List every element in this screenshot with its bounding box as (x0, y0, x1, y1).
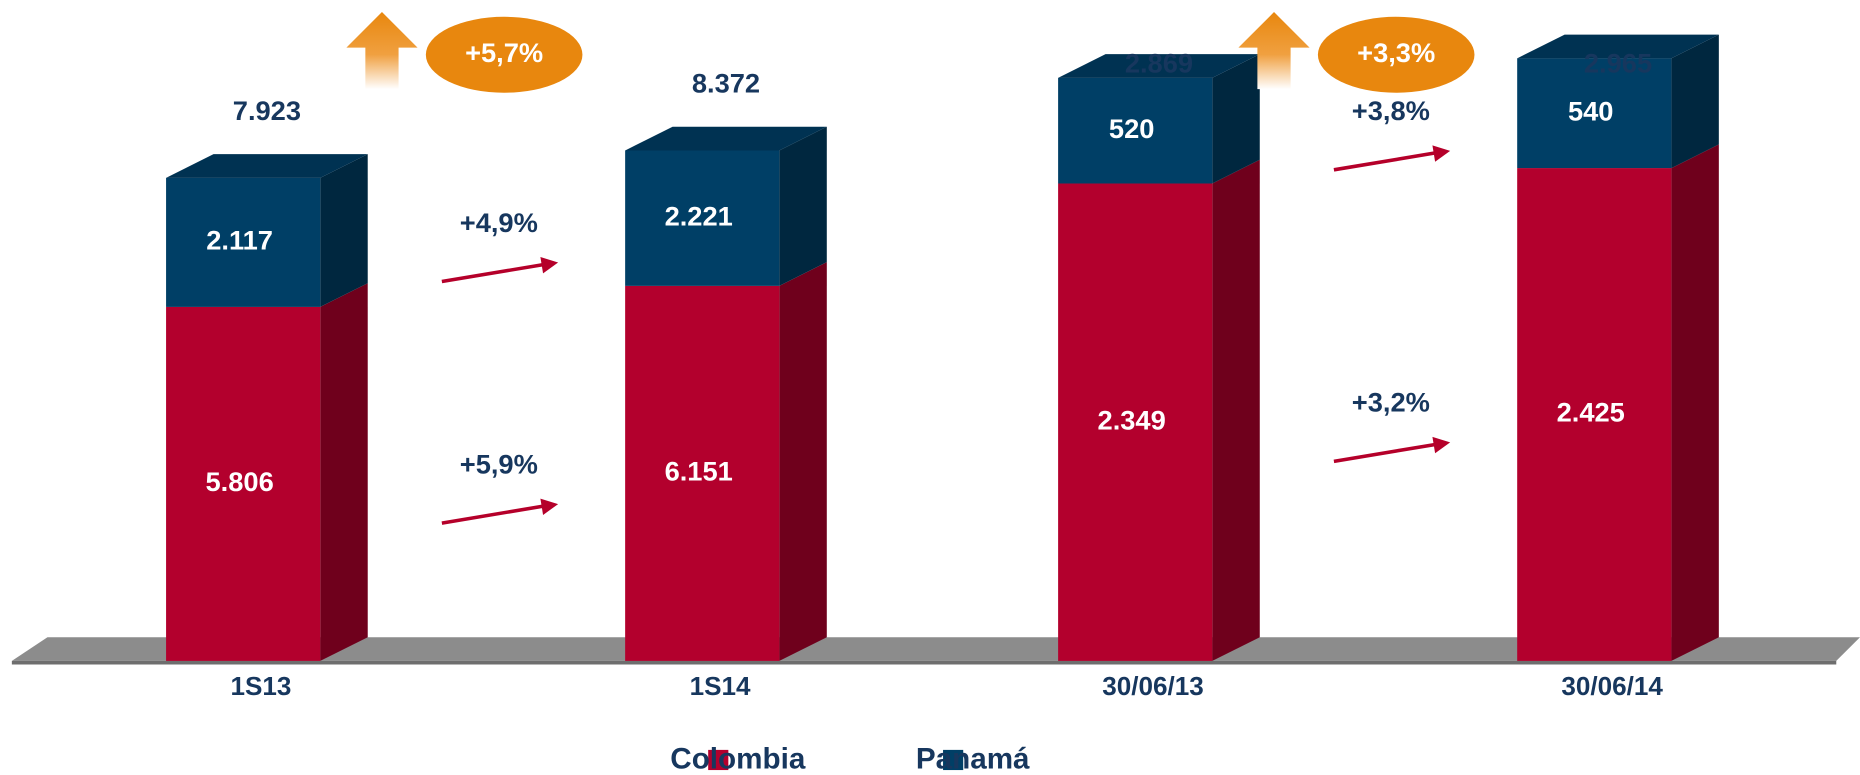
bar (625, 285, 780, 661)
bar-side (1671, 34, 1719, 169)
change-badge (425, 16, 583, 93)
bar-top (1517, 34, 1719, 59)
total-change-label: +3,3% (1357, 37, 1435, 68)
up-arrow (1238, 12, 1310, 90)
legend-label: Panamá (916, 742, 1030, 775)
growth-arrow (441, 261, 549, 284)
legend-label: Colombia (670, 742, 806, 775)
bar-top (166, 154, 368, 178)
growth-arrow (441, 503, 549, 525)
total-label: 2.965 (1584, 48, 1652, 79)
bar-side (779, 262, 827, 661)
bar-value-label: 2.117 (206, 225, 273, 256)
bar-side (1671, 144, 1719, 661)
floor (11, 637, 1860, 661)
bar-value-label: 2.221 (665, 200, 733, 231)
bar-value-label: 520 (1109, 113, 1155, 144)
total-change-label: +5,7% (465, 37, 543, 68)
x-tick-label: 1S13 (231, 671, 292, 701)
bar (1058, 77, 1213, 184)
total-label: 2.869 (1125, 48, 1193, 79)
bar (625, 150, 780, 286)
x-tick-label: 1S14 (690, 671, 751, 701)
bar (166, 306, 321, 661)
growth-arrow-head (540, 257, 559, 274)
bar-top (625, 126, 827, 151)
bar (1517, 168, 1672, 661)
bar (1517, 58, 1672, 169)
bar-side (320, 283, 368, 661)
bar-top (1058, 54, 1260, 78)
bar-side (779, 126, 827, 286)
bar-value-label: 2.349 (1098, 404, 1166, 435)
growth-arrow (1333, 441, 1441, 464)
legend-swatch (708, 749, 729, 771)
bar-side (320, 154, 368, 307)
x-tick-label: 30/06/13 (1102, 671, 1204, 701)
x-tick-label: 30/06/14 (1561, 671, 1663, 701)
bar-side (1212, 159, 1260, 661)
growth-arrow-head (540, 498, 559, 515)
growth-arrow-head (1432, 436, 1451, 454)
change-label: +4,9% (460, 207, 538, 238)
change-label: +5,9% (460, 448, 538, 479)
total-label: 8.372 (692, 67, 760, 98)
legend-swatch (943, 749, 964, 771)
growth-arrow-head (1432, 145, 1451, 162)
bar-value-label: 5.806 (206, 466, 274, 497)
floor-edge (11, 660, 1837, 665)
change-badge (1317, 16, 1475, 93)
bar-side (1212, 54, 1260, 184)
bar-value-label: 2.425 (1557, 397, 1625, 428)
change-label: +3,8% (1352, 95, 1430, 126)
bar (166, 177, 321, 307)
bar-value-label: 540 (1568, 95, 1614, 126)
bar (1058, 183, 1213, 661)
bar-value-label: 6.151 (665, 456, 733, 487)
growth-arrow (1333, 150, 1441, 172)
total-label: 7.923 (233, 95, 301, 126)
change-label: +3,2% (1352, 387, 1430, 418)
up-arrow (346, 12, 418, 90)
